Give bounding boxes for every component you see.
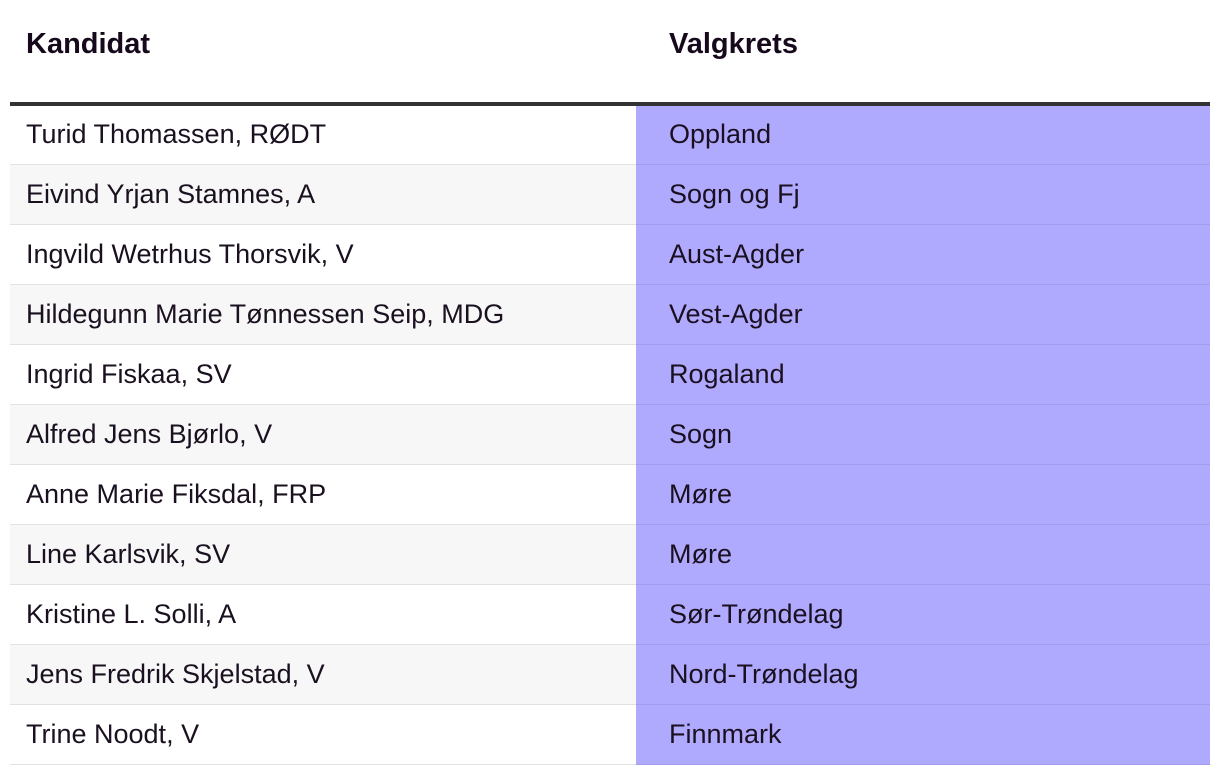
- candidate-cell: Anne Marie Fiksdal, FRP: [10, 464, 636, 525]
- table-row: Hildegunn Marie Tønnessen Seip, MDG Vest…: [10, 284, 1210, 345]
- district-cell: Sør-Trøndelag: [636, 584, 1210, 645]
- table-header: Kandidat Valgkrets: [10, 0, 1210, 106]
- table-row: Kristine L. Solli, A Sør-Trøndelag: [10, 584, 1210, 645]
- district-cell: Finnmark: [636, 704, 1210, 765]
- district-cell: Oppland: [636, 104, 1210, 165]
- district-cell: Vest-Agder: [636, 284, 1210, 345]
- district-cell: Sogn og Fj: [636, 164, 1210, 225]
- table-row: Turid Thomassen, RØDT Oppland: [10, 104, 1210, 165]
- table-row: Trine Noodt, V Finnmark: [10, 704, 1210, 765]
- table-row: Ingrid Fiskaa, SV Rogaland: [10, 344, 1210, 405]
- table-row: Jens Fredrik Skjelstad, V Nord-Trøndelag: [10, 644, 1210, 705]
- column-header-candidate[interactable]: Kandidat: [10, 0, 636, 106]
- district-cell: Nord-Trøndelag: [636, 644, 1210, 705]
- district-cell: Sogn: [636, 404, 1210, 465]
- candidates-table-container: Kandidat Valgkrets Turid Thomassen, RØDT…: [10, 0, 1210, 765]
- district-cell: Møre: [636, 464, 1210, 525]
- candidate-cell: Hildegunn Marie Tønnessen Seip, MDG: [10, 284, 636, 345]
- candidate-cell: Ingvild Wetrhus Thorsvik, V: [10, 224, 636, 285]
- candidate-cell: Ingrid Fiskaa, SV: [10, 344, 636, 405]
- candidate-cell: Alfred Jens Bjørlo, V: [10, 404, 636, 465]
- header-row: Kandidat Valgkrets: [10, 0, 1210, 106]
- candidate-cell: Eivind Yrjan Stamnes, A: [10, 164, 636, 225]
- table-body: Turid Thomassen, RØDT Oppland Eivind Yrj…: [10, 104, 1210, 765]
- table-row: Line Karlsvik, SV Møre: [10, 524, 1210, 585]
- table-row: Anne Marie Fiksdal, FRP Møre: [10, 464, 1210, 525]
- candidate-cell: Line Karlsvik, SV: [10, 524, 636, 585]
- candidate-cell: Turid Thomassen, RØDT: [10, 104, 636, 165]
- district-cell: Rogaland: [636, 344, 1210, 405]
- district-cell: Aust-Agder: [636, 224, 1210, 285]
- district-cell: Møre: [636, 524, 1210, 585]
- candidate-cell: Jens Fredrik Skjelstad, V: [10, 644, 636, 705]
- table-row: Eivind Yrjan Stamnes, A Sogn og Fj: [10, 164, 1210, 225]
- candidate-cell: Trine Noodt, V: [10, 704, 636, 765]
- candidates-table: Kandidat Valgkrets Turid Thomassen, RØDT…: [10, 0, 1210, 765]
- table-row: Alfred Jens Bjørlo, V Sogn: [10, 404, 1210, 465]
- table-row: Ingvild Wetrhus Thorsvik, V Aust-Agder: [10, 224, 1210, 285]
- candidate-cell: Kristine L. Solli, A: [10, 584, 636, 645]
- column-header-district[interactable]: Valgkrets: [636, 0, 1210, 106]
